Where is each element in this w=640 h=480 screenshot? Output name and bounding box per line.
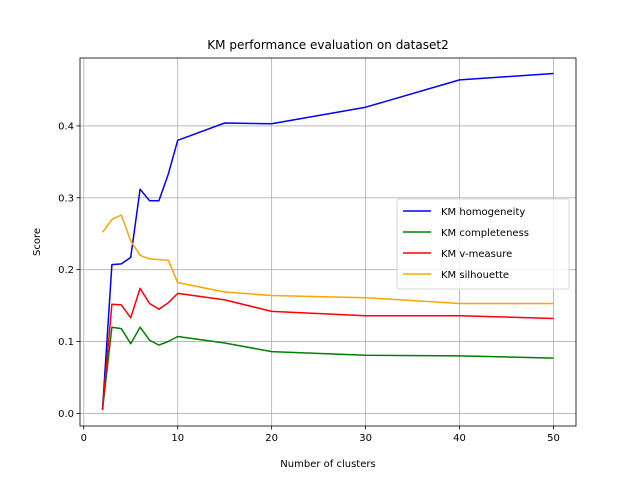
y-tick-label: 0.2 <box>58 265 74 276</box>
x-axis-label: Number of clusters <box>280 459 375 470</box>
series-line-km-homogeneity <box>101 72 554 410</box>
series-line-km-completeness <box>101 326 554 410</box>
y-tick-label: 0.4 <box>58 121 74 132</box>
series-lines <box>101 72 554 410</box>
x-tick-label: 50 <box>547 433 560 444</box>
x-tick-label: 0 <box>81 433 87 444</box>
x-tick-label: 40 <box>453 433 466 444</box>
y-tick-label: 0.1 <box>58 337 74 348</box>
x-tick-label: 20 <box>265 433 278 444</box>
chart-title: KM performance evaluation on dataset2 <box>207 38 448 52</box>
legend-entry: KM completeness <box>441 228 529 239</box>
y-tick-label: 0.3 <box>58 193 74 204</box>
plot-frame <box>79 57 577 427</box>
y-axis-label: Score <box>32 228 43 256</box>
series-line-km-silhouette <box>101 214 554 305</box>
x-tick-label: 30 <box>359 433 372 444</box>
grid <box>80 58 576 426</box>
legend-entry: KM v-measure <box>441 249 512 260</box>
legend-entry: KM silhouette <box>441 270 509 281</box>
series-line-km-v-measure <box>101 287 554 410</box>
x-tick-label: 10 <box>171 433 184 444</box>
y-tick-label: 0.0 <box>58 409 74 420</box>
ticks: 0 10 20 30 40 50 0.0 0.1 0.2 0.3 0.4 <box>58 121 560 444</box>
legend: KM homogeneity KM completeness KM v-measur… <box>396 198 570 290</box>
legend-entry: KM homogeneity <box>441 207 525 218</box>
legend-box <box>396 198 570 290</box>
